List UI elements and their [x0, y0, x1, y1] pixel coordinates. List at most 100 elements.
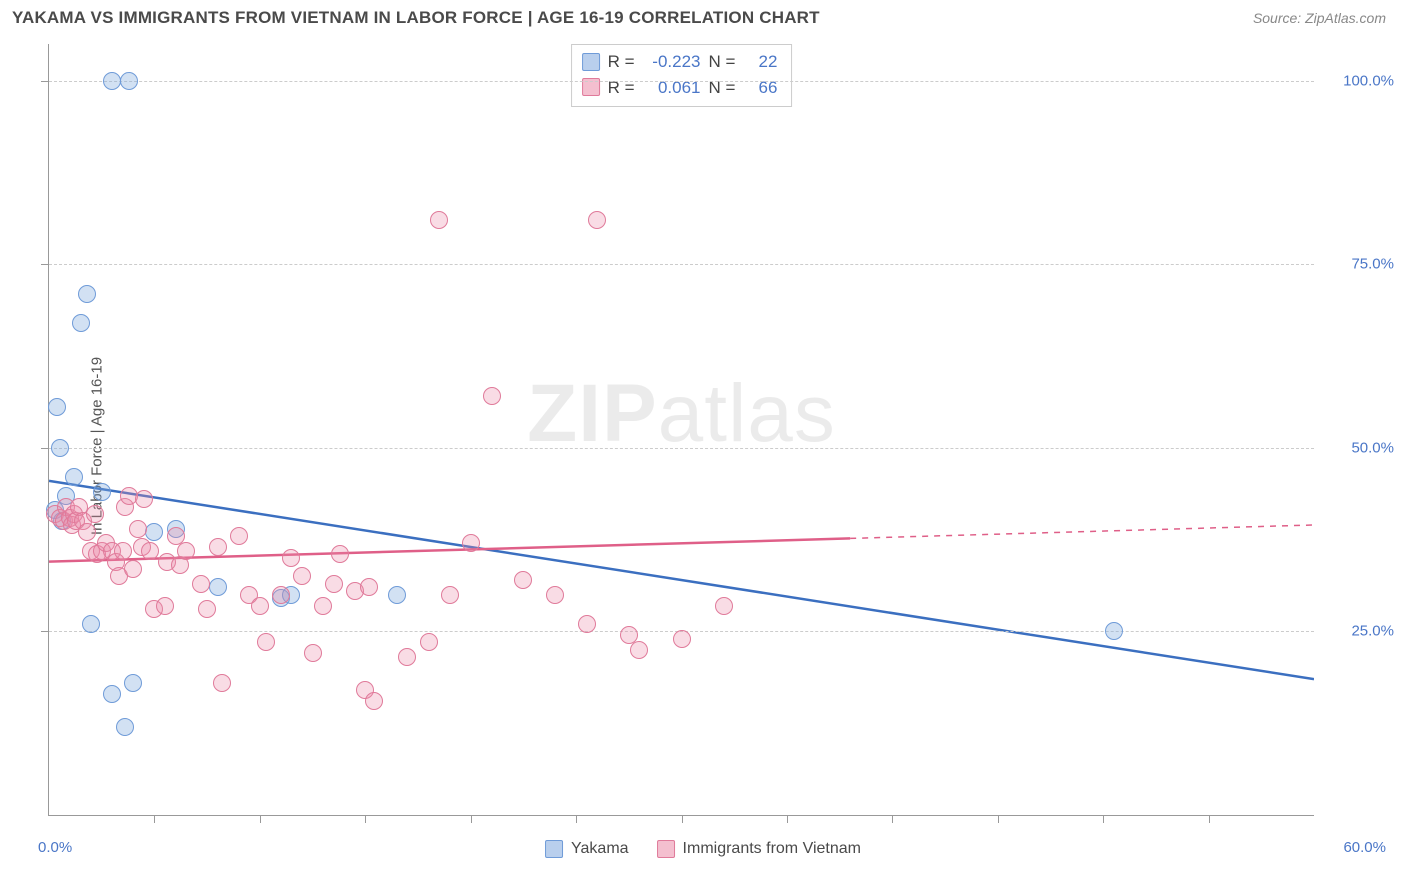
legend-swatch-yakama: [545, 840, 563, 858]
scatter-point-vietnam: [588, 211, 606, 229]
x-tick: [365, 815, 366, 823]
gridline: [49, 81, 1314, 82]
chart-plot-area: ZIPatlas R = -0.223 N = 22 R = 0.061 N =…: [48, 44, 1314, 816]
watermark-part2: atlas: [658, 368, 836, 459]
legend-item-yakama: Yakama: [545, 840, 629, 858]
scatter-point-vietnam: [272, 586, 290, 604]
scatter-point-yakama: [65, 468, 83, 486]
scatter-point-vietnam: [578, 615, 596, 633]
scatter-point-vietnam: [360, 578, 378, 596]
scatter-point-vietnam: [514, 571, 532, 589]
n-label: N =: [709, 75, 736, 101]
scatter-point-vietnam: [365, 692, 383, 710]
x-tick: [682, 815, 683, 823]
watermark-part1: ZIP: [527, 368, 658, 459]
chart-header: YAKAMA VS IMMIGRANTS FROM VIETNAM IN LAB…: [0, 0, 1406, 32]
n-value-vietnam: 66: [747, 75, 777, 101]
x-tick: [576, 815, 577, 823]
scatter-point-yakama: [103, 72, 121, 90]
n-value-yakama: 22: [747, 49, 777, 75]
legend-item-vietnam: Immigrants from Vietnam: [657, 840, 861, 858]
scatter-point-yakama: [51, 439, 69, 457]
gridline: [49, 448, 1314, 449]
scatter-point-vietnam: [114, 542, 132, 560]
x-axis-max-label: 60.0%: [1343, 839, 1386, 856]
series-legend: Yakama Immigrants from Vietnam: [545, 840, 861, 858]
r-value-vietnam: 0.061: [643, 75, 701, 101]
x-tick: [154, 815, 155, 823]
x-tick: [892, 815, 893, 823]
x-axis-min-label: 0.0%: [38, 839, 72, 856]
scatter-point-vietnam: [78, 523, 96, 541]
stats-row-vietnam: R = 0.061 N = 66: [582, 75, 778, 101]
scatter-point-vietnam: [257, 633, 275, 651]
scatter-point-vietnam: [198, 600, 216, 618]
scatter-point-vietnam: [325, 575, 343, 593]
y-tick: [41, 81, 49, 82]
legend-label-vietnam: Immigrants from Vietnam: [683, 840, 861, 858]
source-attribution: Source: ZipAtlas.com: [1253, 10, 1386, 26]
legend-label-yakama: Yakama: [571, 840, 629, 858]
scatter-point-vietnam: [251, 597, 269, 615]
scatter-point-vietnam: [430, 211, 448, 229]
scatter-point-vietnam: [304, 644, 322, 662]
y-tick: [41, 264, 49, 265]
trend-line-yakama: [49, 481, 1314, 679]
scatter-point-vietnam: [546, 586, 564, 604]
r-label: R =: [608, 49, 635, 75]
scatter-point-vietnam: [213, 674, 231, 692]
scatter-point-vietnam: [135, 490, 153, 508]
scatter-point-vietnam: [715, 597, 733, 615]
scatter-point-vietnam: [293, 567, 311, 585]
scatter-point-yakama: [82, 615, 100, 633]
stats-row-yakama: R = -0.223 N = 22: [582, 49, 778, 75]
y-tick-label: 75.0%: [1324, 256, 1394, 273]
scatter-point-vietnam: [124, 560, 142, 578]
scatter-point-vietnam: [483, 387, 501, 405]
scatter-point-yakama: [124, 674, 142, 692]
legend-swatch-vietnam: [657, 840, 675, 858]
r-value-yakama: -0.223: [643, 49, 701, 75]
scatter-point-yakama: [103, 685, 121, 703]
scatter-point-vietnam: [462, 534, 480, 552]
scatter-point-yakama: [1105, 622, 1123, 640]
scatter-point-vietnam: [673, 630, 691, 648]
scatter-point-vietnam: [156, 597, 174, 615]
trend-lines-layer: [49, 44, 1314, 815]
scatter-point-vietnam: [630, 641, 648, 659]
scatter-point-vietnam: [230, 527, 248, 545]
scatter-point-vietnam: [314, 597, 332, 615]
y-tick: [41, 631, 49, 632]
x-tick: [1209, 815, 1210, 823]
scatter-point-yakama: [388, 586, 406, 604]
scatter-point-vietnam: [209, 538, 227, 556]
scatter-point-vietnam: [331, 545, 349, 563]
x-tick: [787, 815, 788, 823]
n-label: N =: [709, 49, 736, 75]
correlation-stats-box: R = -0.223 N = 22 R = 0.061 N = 66: [571, 44, 793, 107]
x-tick: [998, 815, 999, 823]
x-tick: [260, 815, 261, 823]
scatter-point-vietnam: [86, 505, 104, 523]
scatter-point-yakama: [209, 578, 227, 596]
scatter-point-vietnam: [141, 542, 159, 560]
scatter-point-vietnam: [441, 586, 459, 604]
scatter-point-vietnam: [420, 633, 438, 651]
scatter-point-vietnam: [177, 542, 195, 560]
y-tick-label: 25.0%: [1324, 623, 1394, 640]
scatter-point-vietnam: [129, 520, 147, 538]
x-tick: [471, 815, 472, 823]
r-label: R =: [608, 75, 635, 101]
y-tick-label: 50.0%: [1324, 439, 1394, 456]
x-tick: [1103, 815, 1104, 823]
scatter-point-yakama: [120, 72, 138, 90]
trend-line-extrapolated-vietnam: [850, 525, 1314, 538]
scatter-point-yakama: [78, 285, 96, 303]
scatter-point-yakama: [116, 718, 134, 736]
scatter-point-yakama: [93, 483, 111, 501]
scatter-point-yakama: [145, 523, 163, 541]
scatter-point-vietnam: [282, 549, 300, 567]
scatter-point-yakama: [72, 314, 90, 332]
swatch-yakama: [582, 53, 600, 71]
gridline: [49, 264, 1314, 265]
